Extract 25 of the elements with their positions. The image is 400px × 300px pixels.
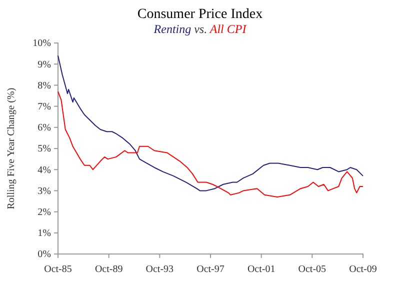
chart-subtitle: vs. bbox=[191, 22, 210, 36]
x-tick-label: Oct-97 bbox=[196, 264, 224, 275]
y-tick-label: 9% bbox=[38, 59, 51, 70]
line-series bbox=[58, 91, 364, 198]
x-tick-label: Oct-01 bbox=[247, 264, 276, 275]
y-tick-label: 7% bbox=[38, 102, 51, 112]
x-tick-label: Oct-09 bbox=[349, 264, 377, 275]
y-tick-label: 0% bbox=[38, 249, 51, 260]
x-tick-label: Oct-93 bbox=[146, 264, 174, 275]
line-series bbox=[58, 55, 364, 192]
y-tick-label: 4% bbox=[38, 164, 51, 176]
chart-title: Consumer Price Index bbox=[137, 7, 263, 22]
y-tick-label: 5% bbox=[38, 144, 51, 155]
x-tick-label: Oct-85 bbox=[44, 264, 72, 275]
y-tick-label: 10% bbox=[32, 38, 51, 50]
y-tick-label: 6% bbox=[38, 122, 51, 134]
x-tick-label: Oct-89 bbox=[94, 264, 123, 275]
text: All CPI bbox=[208, 22, 248, 36]
y-tick-label: 2% bbox=[38, 207, 51, 218]
text: Renting bbox=[152, 22, 192, 36]
y-axis-title: Rolling Five Year Change (%) bbox=[6, 88, 17, 210]
x-tick-label: Oct-05 bbox=[298, 264, 326, 275]
y-tick-label: 3% bbox=[38, 186, 51, 197]
y-tick-label: 8% bbox=[38, 80, 51, 92]
y-tick-label: 1% bbox=[38, 228, 51, 240]
